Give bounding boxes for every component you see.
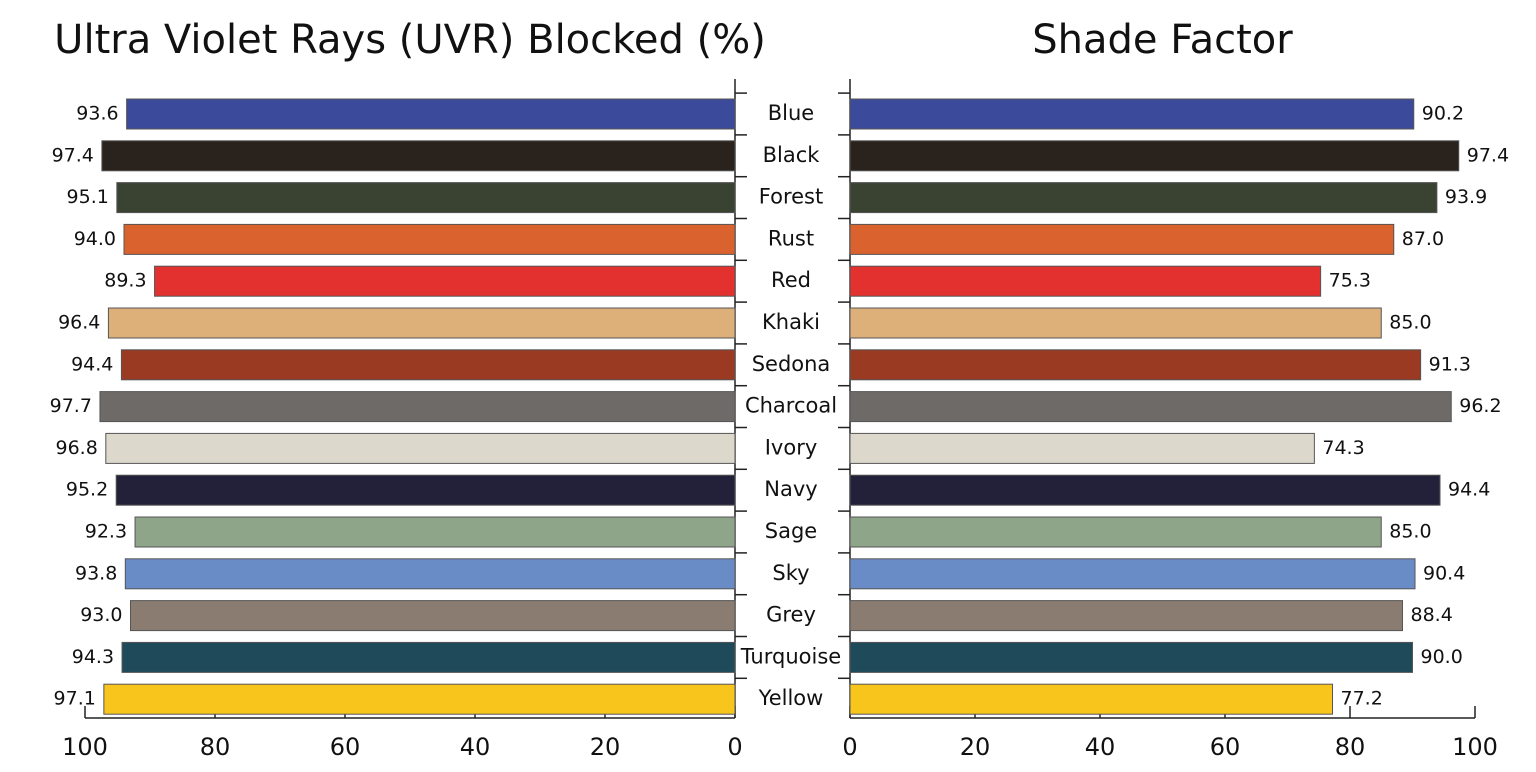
category-label: Turquoise [740,644,841,668]
value-label: 96.2 [1459,395,1501,417]
x-tick-label: 0 [842,733,857,761]
value-label: 94.4 [71,353,113,375]
category-label: Sedona [752,352,831,376]
value-label: 97.1 [54,688,96,710]
value-label: 93.0 [80,604,122,626]
category-label: Khaki [762,310,820,334]
value-label: 77.2 [1341,688,1383,710]
bar [849,474,1441,506]
category-label: Blue [768,101,814,125]
category-label: Grey [766,603,816,627]
value-label: 97.4 [52,144,94,166]
x-tick-label: 20 [590,733,621,761]
bar [116,182,736,214]
bar [107,307,736,339]
bar [849,182,1438,214]
category-label: Sage [765,519,817,543]
value-label: 74.3 [1322,437,1364,459]
bar [849,641,1413,673]
value-label: 94.0 [74,228,116,250]
value-label: 88.4 [1411,604,1453,626]
category-label: Red [771,268,811,292]
value-label: 75.3 [1329,270,1371,292]
bar [105,432,736,464]
x-tick-label: 40 [1085,733,1116,761]
category-label: Yellow [758,686,824,710]
category-label: Charcoal [745,394,837,418]
category-label: Forest [759,185,823,209]
value-label: 90.0 [1421,646,1463,668]
bar [849,349,1422,381]
bar [849,391,1452,423]
value-label: 94.3 [72,646,114,668]
chart-title: Ultra Violet Rays (UVR) Blocked (%) [54,17,766,63]
bar [99,391,736,423]
x-tick-label: 60 [330,733,361,761]
value-label: 90.2 [1422,103,1464,125]
value-label: 97.4 [1467,144,1509,166]
bar [849,683,1333,715]
x-tick-label: 100 [1452,733,1498,761]
value-label: 93.8 [75,562,117,584]
x-tick-label: 60 [1210,733,1241,761]
category-label: Rust [768,226,814,250]
x-tick-label: 80 [1335,733,1366,761]
bar [849,516,1382,548]
category-label: Ivory [765,435,818,459]
bar [849,223,1395,255]
bar [849,307,1382,339]
value-label: 96.4 [58,312,100,334]
bar [123,223,736,255]
value-label: 93.6 [76,103,118,125]
bar [849,600,1403,632]
value-label: 95.2 [66,479,108,501]
value-label: 96.8 [55,437,97,459]
value-label: 97.7 [50,395,92,417]
bar [103,683,736,715]
bar [120,349,736,381]
category-label: Black [763,143,821,167]
x-tick-label: 0 [727,733,742,761]
value-label: 90.4 [1423,562,1465,584]
value-label: 87.0 [1402,228,1444,250]
x-tick-label: 20 [960,733,991,761]
value-label: 93.9 [1445,186,1487,208]
category-label: Navy [764,477,817,501]
value-label: 95.1 [67,186,109,208]
value-label: 91.3 [1429,353,1471,375]
value-label: 85.0 [1389,521,1431,543]
bar [126,98,736,130]
value-label: 92.3 [85,521,127,543]
bar [154,265,736,297]
bar [849,432,1315,464]
bar [849,265,1322,297]
bar [121,641,736,673]
value-label: 94.4 [1448,479,1490,501]
bar [849,558,1416,590]
bar [115,474,736,506]
bar [124,558,736,590]
value-label: 89.3 [104,270,146,292]
category-label: Sky [772,561,809,585]
x-tick-label: 40 [460,733,491,761]
bar [849,140,1460,172]
bar [101,140,736,172]
chart-title: Shade Factor [1032,17,1293,63]
x-tick-label: 100 [62,733,108,761]
value-label: 85.0 [1389,312,1431,334]
x-tick-label: 80 [200,733,231,761]
bar [849,98,1415,130]
bar [130,600,736,632]
bar [134,516,736,548]
